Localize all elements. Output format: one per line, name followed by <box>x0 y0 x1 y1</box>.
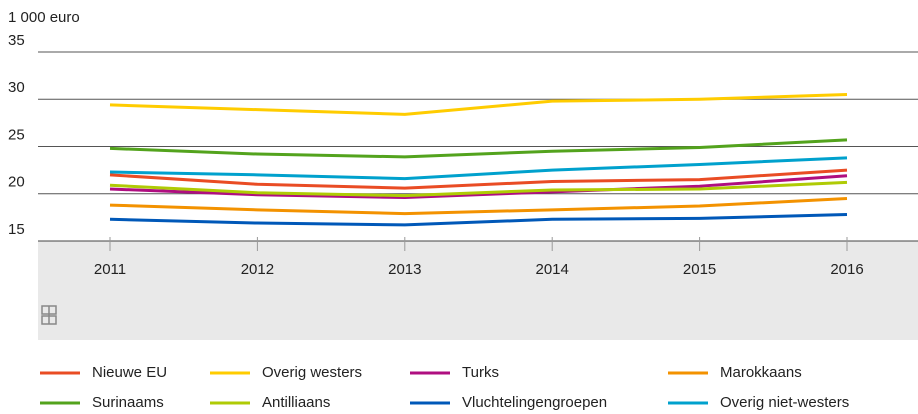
legend-label: Overig westers <box>262 364 362 381</box>
series-line <box>109 180 848 198</box>
x-tick-label: 2013 <box>388 261 421 278</box>
x-tick-label: 2016 <box>830 261 863 278</box>
series-line <box>109 93 848 116</box>
y-tick-label: 35 <box>8 32 25 49</box>
legend-label: Marokkaans <box>720 364 802 381</box>
logo <box>41 305 57 325</box>
legend-label: Turks <box>462 364 499 381</box>
x-tick-label: 2015 <box>683 261 716 278</box>
y-tick-label: 25 <box>8 126 25 143</box>
series-line <box>109 196 848 216</box>
series-line <box>109 174 848 200</box>
y-tick-label: 30 <box>8 79 25 96</box>
series-line <box>109 213 848 227</box>
x-tick-label: 2014 <box>536 261 569 278</box>
series-line <box>109 168 848 190</box>
y-tick-label: 15 <box>8 221 25 238</box>
y-tick-label: 20 <box>8 174 25 191</box>
x-tick-label: 2011 <box>94 261 126 278</box>
legend-label: Nieuwe EU <box>92 364 167 381</box>
x-axis-band <box>38 241 918 340</box>
x-tick-label: 2012 <box>241 261 274 278</box>
series-line <box>109 138 848 159</box>
legend-label: Overig niet-westers <box>720 394 849 411</box>
legend-label: Vluchtelingengroepen <box>462 394 607 411</box>
legend-label: Antilliaans <box>262 394 330 411</box>
series-line <box>109 156 848 181</box>
y-axis-label: 1 000 euro <box>8 9 80 26</box>
legend-label: Surinaams <box>92 394 164 411</box>
